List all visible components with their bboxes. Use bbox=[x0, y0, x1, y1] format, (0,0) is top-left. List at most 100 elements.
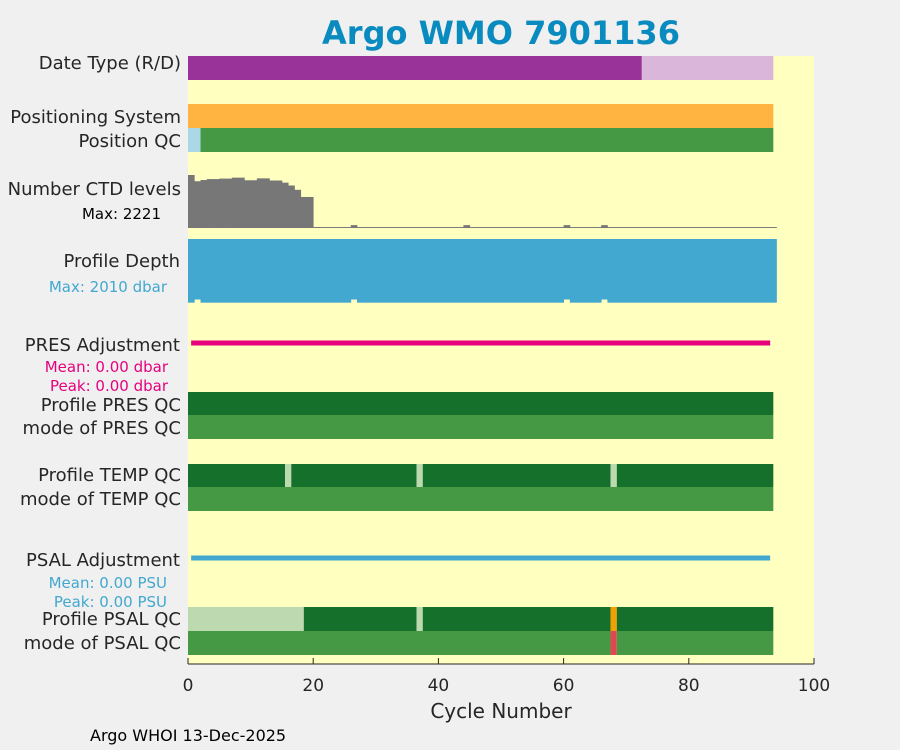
profile-depth-bar bbox=[532, 239, 539, 303]
ctd-level-bar bbox=[557, 227, 564, 228]
ctd-levels-histogram bbox=[188, 175, 777, 228]
bar-segment-row8-0 bbox=[188, 631, 611, 655]
ctd-level-bar bbox=[363, 227, 370, 228]
ctd-level-bar bbox=[213, 179, 220, 228]
psal-adjustment-mean: Mean: 0.00 PSU bbox=[49, 574, 167, 592]
x-tick-label: 0 bbox=[183, 676, 194, 696]
ctd-level-bar bbox=[294, 189, 302, 228]
ctd-level-bar bbox=[413, 227, 421, 228]
ctd-level-bar bbox=[425, 227, 433, 228]
profile-depth-bar bbox=[194, 239, 201, 300]
profile-depth-bar bbox=[682, 239, 690, 303]
ctd-level-bar bbox=[306, 196, 314, 228]
profile-depth-bar bbox=[594, 239, 602, 303]
profile-depth-bar bbox=[745, 239, 752, 303]
status-bars bbox=[188, 56, 774, 655]
ctd-level-bar bbox=[231, 177, 239, 228]
bar-segment-row8-1 bbox=[610, 631, 617, 655]
label-profile-temp-qc: Profile TEMP QC bbox=[38, 465, 181, 486]
footer-text: Argo WHOI 13-Dec-2025 bbox=[90, 726, 286, 745]
profile-depth-bar bbox=[357, 239, 364, 303]
profile-depth-bar bbox=[757, 239, 765, 303]
x-tick-label: 100 bbox=[798, 676, 830, 696]
ctd-level-bar bbox=[438, 227, 446, 228]
profile-depth-bar bbox=[294, 239, 302, 303]
ctd-level-bar bbox=[582, 227, 590, 228]
profile-depth-bar bbox=[269, 239, 277, 303]
profile-depth-bar bbox=[632, 239, 640, 303]
ctd-level-bar bbox=[325, 227, 333, 228]
ctd-level-bar bbox=[613, 227, 621, 228]
bar-segment-row7-0 bbox=[188, 607, 304, 631]
profile-depth-bar bbox=[363, 239, 370, 303]
profile-depth-bar bbox=[582, 239, 590, 303]
pres-adjustment-peak: Peak: 0.00 dbar bbox=[50, 377, 169, 395]
ctd-level-bar bbox=[644, 227, 652, 228]
ctd-level-bar bbox=[344, 227, 352, 228]
profile-depth-bar bbox=[763, 239, 771, 303]
bar-segment-row4-0 bbox=[188, 415, 774, 439]
ctd-level-bar bbox=[288, 185, 295, 228]
ctd-level-bar bbox=[219, 178, 226, 228]
bar-segment-row5-4 bbox=[422, 464, 611, 487]
bar-segment-row8-2 bbox=[616, 631, 774, 655]
ctd-level-bar bbox=[225, 178, 233, 228]
bar-segment-row0-0 bbox=[188, 56, 642, 80]
ctd-level-bar bbox=[382, 227, 389, 228]
profile-depth-bar bbox=[688, 239, 696, 303]
ctd-level-bar bbox=[494, 227, 502, 228]
profile-depth-bar bbox=[457, 239, 464, 303]
ctd-level-bar bbox=[419, 227, 427, 228]
bar-segment-row7-5 bbox=[616, 607, 774, 631]
ctd-level-bar bbox=[256, 178, 264, 228]
profile-depth-bar bbox=[626, 239, 633, 303]
ctd-level-bar bbox=[250, 180, 258, 228]
ctd-level-bar bbox=[695, 227, 702, 228]
ctd-level-bar bbox=[513, 227, 521, 228]
ctd-level-bar bbox=[194, 181, 201, 228]
bar-segment-row5-5 bbox=[610, 464, 617, 487]
profile-depth-bar bbox=[238, 239, 245, 303]
profile-depth-bar bbox=[670, 239, 677, 303]
profile-depth-bar bbox=[657, 239, 665, 303]
bar-segment-row1-0 bbox=[188, 104, 774, 128]
profile-depth-bar bbox=[306, 239, 314, 303]
label-mode-temp-qc: mode of TEMP QC bbox=[20, 489, 181, 510]
ctd-level-bar bbox=[319, 227, 327, 228]
label-profile-pres-qc: Profile PRES QC bbox=[41, 395, 181, 416]
profile-depth-bar bbox=[770, 239, 777, 303]
ctd-level-bar bbox=[544, 227, 552, 228]
profile-depth-bar bbox=[419, 239, 427, 303]
profile-depth-bar bbox=[507, 239, 514, 303]
profile-depth-bar bbox=[281, 239, 289, 303]
profile-depth-bar bbox=[726, 239, 734, 303]
psal-adjustment-peak: Peak: 0.00 PSU bbox=[54, 593, 167, 611]
ctd-level-bar bbox=[601, 225, 608, 228]
bar-segment-row5-1 bbox=[285, 464, 292, 487]
profile-depth-bar bbox=[250, 239, 258, 303]
ctd-level-bar bbox=[563, 225, 571, 228]
profile-depth-bar bbox=[325, 239, 333, 303]
profile-depth-bar bbox=[256, 239, 264, 303]
profile-depth-bar bbox=[488, 239, 496, 303]
label-date-type: Date Type (R/D) bbox=[39, 53, 181, 74]
bar-segment-row5-6 bbox=[616, 464, 774, 487]
profile-depth-bar bbox=[751, 239, 759, 303]
ctd-level-bar bbox=[263, 178, 270, 228]
ctd-level-bar bbox=[238, 177, 245, 228]
ctd-level-bar bbox=[551, 227, 558, 228]
profile-depth-bar bbox=[263, 239, 270, 303]
ctd-level-bar bbox=[475, 227, 483, 228]
bar-segment-row0-1 bbox=[641, 56, 774, 80]
profile-depth-bar bbox=[663, 239, 671, 303]
ctd-level-bar bbox=[626, 227, 633, 228]
ctd-level-bar bbox=[763, 227, 771, 228]
ctd-level-bar bbox=[444, 227, 452, 228]
profile-depth-bar bbox=[413, 239, 421, 303]
bar-segment-row7-3 bbox=[422, 607, 611, 631]
ctd-level-bar bbox=[732, 227, 740, 228]
ctd-level-bar bbox=[676, 227, 683, 228]
ctd-level-bar bbox=[400, 227, 408, 228]
profile-depth-bar bbox=[444, 239, 452, 303]
profile-depth-bar bbox=[331, 239, 339, 303]
